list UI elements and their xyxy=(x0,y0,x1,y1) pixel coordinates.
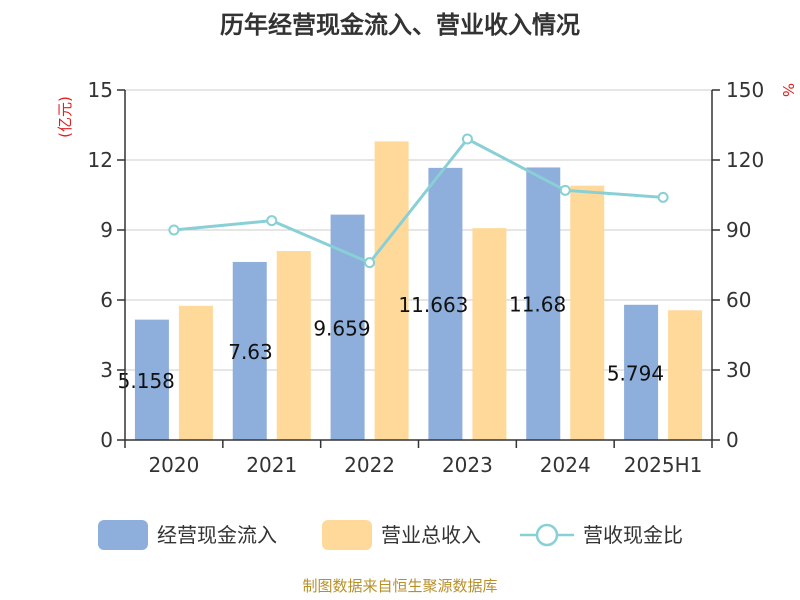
line-point xyxy=(266,215,278,227)
bar-cash-inflow xyxy=(232,261,267,440)
legend: 经营现金流入 营业总收入 营收现金比 xyxy=(98,520,683,550)
bar-revenue xyxy=(276,251,311,440)
bar-revenue xyxy=(178,305,213,440)
right-tick-label: 60 xyxy=(726,288,751,312)
left-tick-label: 0 xyxy=(100,428,113,452)
left-tick-label: 12 xyxy=(88,148,113,172)
x-tick-label: 2022 xyxy=(344,453,395,477)
line-point xyxy=(461,133,473,145)
line-point xyxy=(559,184,571,196)
x-tick-label: 2024 xyxy=(540,453,591,477)
bar-data-label: 9.659 xyxy=(313,316,370,340)
right-tick-label: 30 xyxy=(726,358,751,382)
right-tick-label: 0 xyxy=(726,428,739,452)
bars-group xyxy=(134,141,703,441)
bar-cash-inflow xyxy=(624,304,659,440)
x-tick-label: 2021 xyxy=(246,453,297,477)
right-tick-label: 120 xyxy=(726,148,764,172)
left-tick-label: 15 xyxy=(88,78,113,102)
legend-label-cash-inflow: 经营现金流入 xyxy=(157,523,277,547)
x-tick-label: 2025H1 xyxy=(624,453,703,477)
legend-swatch-cash-inflow xyxy=(98,520,148,550)
bar-revenue xyxy=(668,310,703,440)
grid-lines xyxy=(125,89,712,371)
legend-label-ratio: 营收现金比 xyxy=(583,523,683,547)
right-tick-label: 150 xyxy=(726,78,764,102)
bar-cash-inflow xyxy=(428,167,463,440)
bar-data-label: 11.663 xyxy=(398,293,468,317)
line-series-group xyxy=(168,133,669,269)
legend-swatch-revenue xyxy=(322,520,372,550)
data-source-footer: 制图数据来自恒生聚源数据库 xyxy=(302,577,497,595)
bar-data-label: 5.794 xyxy=(607,361,664,385)
left-tick-label: 9 xyxy=(100,218,113,242)
bar-labels-group: 5.158 7.63 9.659 11.663 11.68 5.794 xyxy=(118,293,664,393)
bar-revenue xyxy=(374,141,409,441)
bar-cash-inflow xyxy=(526,167,561,440)
bar-revenue xyxy=(570,185,605,440)
right-axis-unit: % xyxy=(779,83,797,97)
left-axis-unit: (亿元) xyxy=(56,96,74,138)
left-tick-label: 6 xyxy=(100,288,113,312)
bar-data-label: 7.63 xyxy=(228,340,273,364)
legend-label-revenue: 营业总收入 xyxy=(381,523,481,547)
x-tick-label: 2020 xyxy=(148,453,199,477)
chart-title: 历年经营现金流入、营业收入情况 xyxy=(220,11,580,39)
bar-revenue xyxy=(472,228,507,440)
bar-data-label: 5.158 xyxy=(118,369,175,393)
bar-data-label: 11.68 xyxy=(509,293,566,317)
bar-cash-inflow xyxy=(134,319,169,440)
legend-swatch-marker xyxy=(535,523,559,547)
right-tick-label: 90 xyxy=(726,218,751,242)
x-tick-label: 2023 xyxy=(442,453,493,477)
line-point xyxy=(364,257,376,269)
line-point xyxy=(168,224,180,236)
line-point xyxy=(657,191,669,203)
line-cash-revenue-ratio xyxy=(173,137,664,265)
left-tick-label: 3 xyxy=(100,358,113,382)
